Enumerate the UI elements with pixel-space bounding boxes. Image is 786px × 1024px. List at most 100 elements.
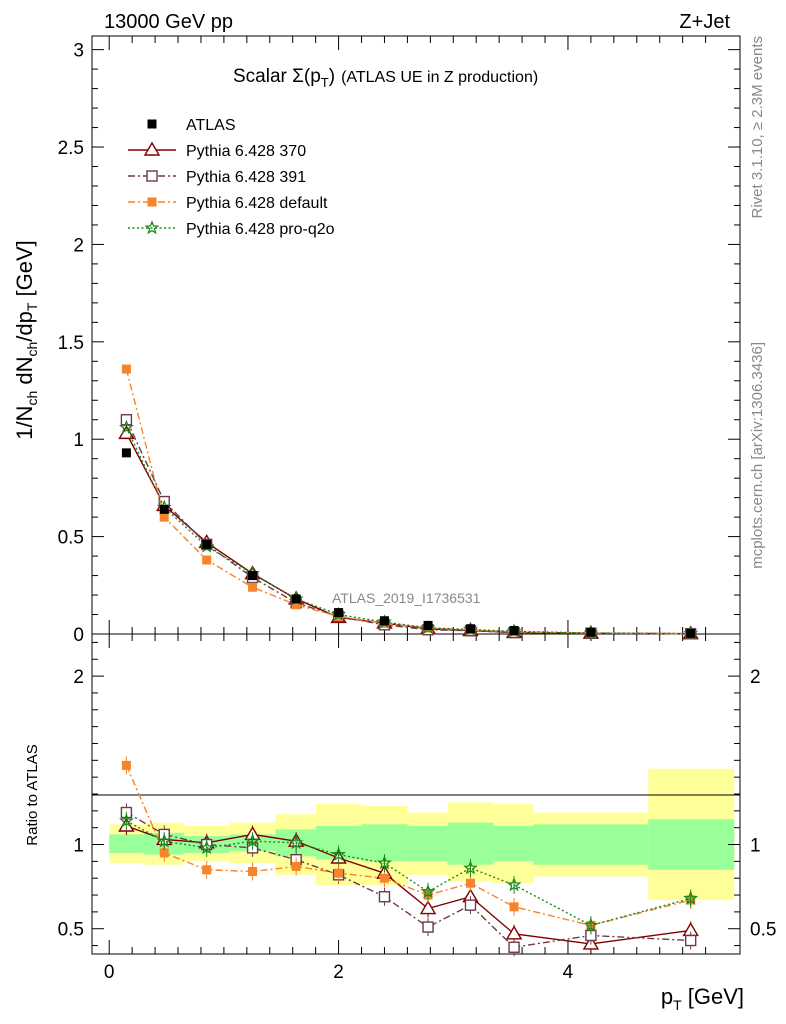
tick-label: 1 [73,836,84,857]
ratio-point [248,866,258,876]
legend-label: Pythia 6.428 default [186,195,328,212]
data-point [423,620,433,630]
ratio-point [465,878,475,888]
ratio-point [156,833,172,848]
band-inner [648,819,735,870]
ratio-point [508,941,520,953]
tick-label: 3 [73,41,84,62]
data-point [291,594,301,604]
legend-label: Pythia 6.428 pro-q2o [186,221,335,238]
tick-label: 0 [73,625,84,646]
legend-label: Pythia 6.428 391 [186,169,306,186]
ratio-series [118,756,699,957]
tick-label: 0.5 [58,528,84,549]
data-point [202,555,212,565]
ratio-point [334,868,344,878]
ratio-point [419,900,437,915]
legend-marker [144,220,160,235]
data-point [159,504,169,514]
ratio-point [505,925,523,940]
tick-label: 0.5 [750,920,776,941]
data-point [465,624,475,634]
ratio-panel-frame [91,633,741,955]
legend: ATLAS Pythia 6.428 370 Pythia 6.428 391 Pyt… [128,117,335,238]
data-point [334,608,344,618]
ratio-point [379,873,389,883]
data-point [509,625,519,635]
band-inner [447,822,494,865]
band-inner [533,824,649,865]
data-point [202,539,212,549]
ratio-point [378,891,391,903]
data-point [248,571,258,581]
y-axis-label: 1/Nch dNch/dpT [GeV] [12,240,40,440]
mcplots-label: mcplots.cern.ch [arXiv:1306.3436] [749,342,766,569]
data-point [159,512,169,522]
tick-label: 2 [333,962,344,983]
ratio-point [464,899,477,911]
ratio-point [199,840,215,855]
ratio-point [119,813,134,828]
tick-label: 4 [563,962,574,983]
band-inner [493,826,534,862]
band-inner [109,834,144,853]
tick-label: 0.5 [58,920,84,941]
ratio-point [684,934,697,947]
rivet-version-label: Rivet 3.1.10, ≥ 2.3M events [749,36,766,219]
ratio-point [506,877,522,892]
tick-label: 2 [73,235,84,256]
ratio-line [125,765,691,927]
data-point [121,448,131,458]
x-axis-label: pT [GeV] [661,984,744,1013]
data-point [379,616,389,626]
legend-marker [143,141,161,156]
analysis-label: ATLAS_2019_I1736531 [332,590,481,606]
data-point [686,628,696,638]
legend-label: ATLAS [186,117,236,134]
legend-label: Pythia 6.428 370 [186,143,306,160]
ratio-point [683,890,699,905]
data-point [121,364,131,374]
ratio-point [331,846,346,861]
ratio-line [126,811,691,949]
uncertainty-bands [109,768,735,901]
ratio-point [463,860,478,875]
data-point [248,582,258,592]
ratio-point [422,921,434,933]
series-line [125,427,691,635]
band-inner [407,826,448,862]
axis-ticks: 0 0.5 1 1.5 2 2.5 3 0 2 4 0.5 0.5 1 1 2 2 [58,36,776,983]
ratio-point [245,833,260,848]
ratio-point [159,848,169,858]
tick-label: 2 [750,667,761,688]
tick-label: 0 [104,962,115,983]
data-point [120,414,133,426]
legend-marker [146,170,158,182]
chart-title: Scalar Σ(pT) (ATLAS UE in Z production) [233,66,538,90]
main-series [118,364,699,640]
tick-label: 2.5 [58,138,84,159]
process-label: Z+Jet [679,11,730,33]
tick-label: 1 [750,836,761,857]
data-point [291,600,301,610]
ratio-point [377,855,392,870]
ratio-point [509,902,519,912]
ratio-point [202,865,212,875]
ratio-point [583,917,599,932]
tick-label: 1 [73,430,84,451]
tick-label: 2 [73,667,84,688]
legend-marker [147,119,157,129]
data-point [119,419,134,434]
series-line [125,368,691,635]
ratio-point [288,835,304,850]
data-point [586,627,596,637]
ratio-y-axis-label: Ratio to ATLAS [24,744,41,845]
legend-marker [147,197,157,207]
ratio-line [126,820,691,927]
tick-label: 1.5 [58,333,84,354]
ratio-point [420,883,436,898]
ratio-point [291,861,301,871]
ratio-point [121,760,131,770]
beam-label: 13000 GeV pp [104,11,233,33]
